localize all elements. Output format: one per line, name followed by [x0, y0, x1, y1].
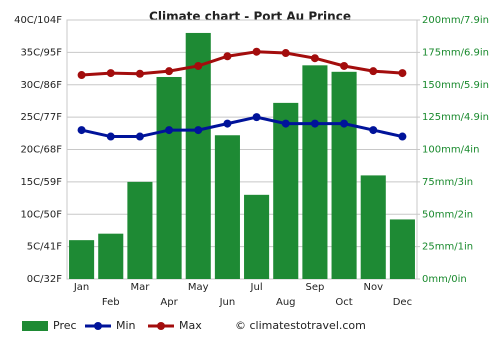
point: [398, 132, 407, 141]
chart-title: Climate chart - Port Au Prince: [149, 10, 351, 24]
bar: [360, 175, 386, 279]
y-tick-label: 20C/68F: [20, 145, 62, 156]
y-tick-label: 40C/104F: [14, 15, 62, 26]
point: [106, 69, 115, 78]
bar: [273, 102, 299, 279]
y-tick-label: 35C/95F: [20, 47, 62, 58]
bar: [69, 240, 95, 279]
point: [369, 126, 378, 135]
legend-label: Min: [116, 319, 136, 332]
y2-tick-label: 175mm/6.9in: [422, 47, 489, 58]
point: [165, 67, 174, 76]
y2-tick-label: 0mm/0in: [422, 274, 467, 285]
bar: [389, 219, 415, 279]
watermark: © climatestotravel.com: [235, 319, 366, 332]
point: [252, 47, 261, 56]
bar: [127, 181, 153, 279]
point: [77, 71, 86, 80]
point: [223, 52, 232, 61]
legend-label: Prec: [53, 319, 77, 332]
y-tick-label: 30C/86F: [20, 80, 62, 91]
point: [398, 69, 407, 78]
bar: [185, 32, 211, 280]
y-tick-label: 0C/32F: [27, 274, 62, 285]
bar: [156, 76, 182, 279]
x-tick-label: Oct: [335, 297, 352, 308]
point: [135, 69, 144, 78]
x-tick-label: Jan: [73, 282, 89, 293]
point: [310, 54, 319, 63]
point: [252, 113, 261, 122]
x-tick-label: Apr: [160, 297, 178, 308]
y-tick-label: 25C/77F: [20, 112, 62, 123]
point: [106, 132, 115, 141]
y-tick-label: 10C/50F: [20, 209, 62, 220]
bar: [98, 233, 124, 279]
bar: [302, 65, 328, 279]
legend-swatch: [157, 322, 165, 330]
y2-tick-label: 25mm/1in: [422, 242, 473, 253]
y2-tick-label: 200mm/7.9in: [422, 15, 489, 26]
legend-label: Max: [179, 319, 202, 332]
x-tick-label: May: [188, 282, 209, 293]
line: [81, 50, 403, 77]
y-tick-label: 15C/59F: [20, 177, 62, 188]
point: [340, 119, 349, 128]
point: [340, 61, 349, 70]
point: [194, 61, 203, 70]
bar: [214, 135, 240, 279]
y2-tick-label: 100mm/4in: [422, 145, 479, 156]
x-tick-label: Jul: [250, 282, 263, 293]
x-tick-label: Mar: [130, 282, 150, 293]
bar: [331, 71, 357, 279]
y2-tick-label: 125mm/4.9in: [422, 112, 489, 123]
point: [369, 67, 378, 76]
bar: [244, 194, 270, 279]
point: [165, 126, 174, 135]
y-tick-label: 5C/41F: [27, 242, 62, 253]
point: [281, 119, 290, 128]
point: [77, 126, 86, 135]
legend-swatch: [22, 321, 48, 331]
point: [223, 119, 232, 128]
x-tick-label: Sep: [305, 282, 324, 293]
point: [194, 126, 203, 135]
x-tick-label: Dec: [393, 297, 412, 308]
x-tick-label: Aug: [276, 297, 296, 308]
line: [81, 115, 403, 139]
x-tick-label: Nov: [363, 282, 383, 293]
x-tick-label: Feb: [102, 297, 120, 308]
y2-tick-label: 75mm/3in: [422, 177, 473, 188]
x-tick-label: Jun: [219, 297, 236, 308]
legend-swatch: [94, 322, 102, 330]
y2-tick-label: 150mm/5.9in: [422, 80, 489, 91]
point: [135, 132, 144, 141]
point: [310, 119, 319, 128]
y2-tick-label: 50mm/2in: [422, 209, 473, 220]
point: [281, 49, 290, 58]
